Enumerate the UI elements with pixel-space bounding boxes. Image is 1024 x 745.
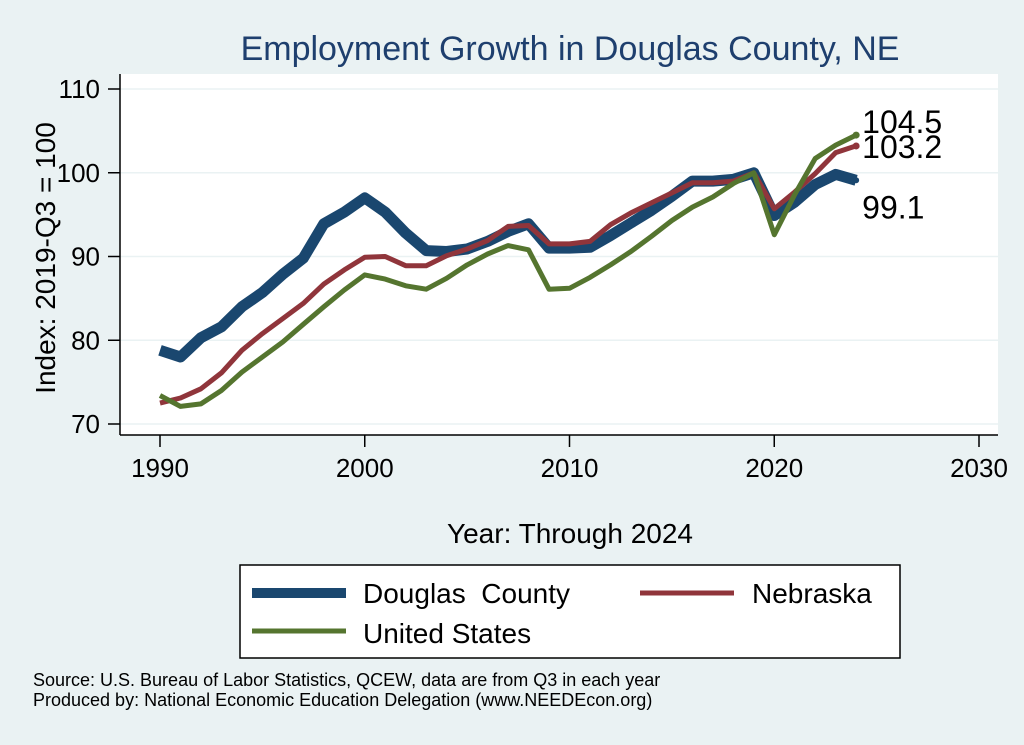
legend-label-douglas: Douglas County xyxy=(363,578,570,609)
x-tick-label-2030: 2030 xyxy=(950,453,1008,483)
y-tick-label-70: 70 xyxy=(71,409,100,439)
plot-area xyxy=(120,74,998,435)
y-tick-label-110: 110 xyxy=(59,74,100,104)
end-label-douglas: 99.1 xyxy=(862,189,924,225)
legend-label-nebraska: Nebraska xyxy=(752,578,872,609)
x-tick-label-2010: 2010 xyxy=(541,453,599,483)
x-axis-label: Year: Through 2024 xyxy=(447,518,693,549)
x-tick-label-2000: 2000 xyxy=(336,453,394,483)
y-tick-label-90: 90 xyxy=(71,242,100,272)
produced-by-note: Produced by: National Economic Education… xyxy=(33,690,653,710)
y-axis: 70 80 90 100 110 xyxy=(57,74,121,439)
x-tick-label-2020: 2020 xyxy=(745,453,803,483)
legend-label-us: United States xyxy=(363,618,531,649)
chart-title: Employment Growth in Douglas County, NE xyxy=(241,30,900,68)
y-tick-label-80: 80 xyxy=(71,325,100,355)
legend-box xyxy=(239,564,901,659)
series-end-point-nebraska xyxy=(852,142,860,150)
series-end-point-us xyxy=(852,131,860,139)
end-label-us: 104.5 xyxy=(862,104,942,140)
x-tick-label-1990: 1990 xyxy=(131,453,189,483)
y-tick-label-100: 100 xyxy=(57,158,100,188)
source-note: Source: U.S. Bureau of Labor Statistics,… xyxy=(33,670,661,690)
legend: Douglas County Nebraska United States xyxy=(239,564,901,659)
end-label-nebraska: 103.2 xyxy=(862,129,942,165)
series-layer xyxy=(158,131,860,409)
grid-lines xyxy=(120,88,998,425)
series-line-us xyxy=(158,132,858,409)
y-axis-label: Index: 2019-Q3 = 100 xyxy=(30,122,61,394)
series-end-point-douglas xyxy=(853,177,860,184)
x-axis: 1990 2000 2010 2020 2030 xyxy=(120,434,1008,483)
